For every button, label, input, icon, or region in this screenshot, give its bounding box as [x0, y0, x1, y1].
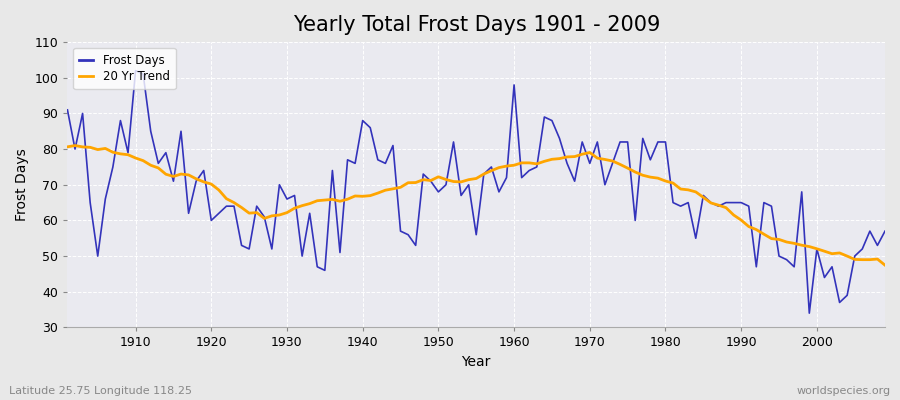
Title: Yearly Total Frost Days 1901 - 2009: Yearly Total Frost Days 1901 - 2009: [292, 15, 660, 35]
Line: Frost Days: Frost Days: [68, 71, 885, 313]
Frost Days: [508, 82, 519, 87]
Frost Days: [130, 68, 141, 73]
20 Yr Trend: [508, 163, 519, 168]
Frost Days: [879, 229, 890, 234]
20 Yr Trend: [608, 158, 618, 163]
20 Yr Trend: [130, 156, 141, 160]
Y-axis label: Frost Days: Frost Days: [15, 148, 29, 221]
Frost Days: [608, 161, 618, 166]
20 Yr Trend: [879, 263, 890, 268]
Legend: Frost Days, 20 Yr Trend: Frost Days, 20 Yr Trend: [74, 48, 176, 89]
20 Yr Trend: [342, 197, 353, 202]
20 Yr Trend: [297, 203, 308, 208]
20 Yr Trend: [517, 160, 527, 165]
Frost Days: [62, 108, 73, 112]
Frost Days: [517, 175, 527, 180]
Frost Days: [342, 157, 353, 162]
Line: 20 Yr Trend: 20 Yr Trend: [68, 146, 885, 265]
Frost Days: [804, 311, 814, 316]
20 Yr Trend: [69, 143, 80, 148]
Text: worldspecies.org: worldspecies.org: [796, 386, 891, 396]
X-axis label: Year: Year: [462, 355, 490, 369]
Frost Days: [297, 254, 308, 258]
20 Yr Trend: [62, 144, 73, 149]
Frost Days: [122, 150, 133, 155]
Text: Latitude 25.75 Longitude 118.25: Latitude 25.75 Longitude 118.25: [9, 386, 192, 396]
